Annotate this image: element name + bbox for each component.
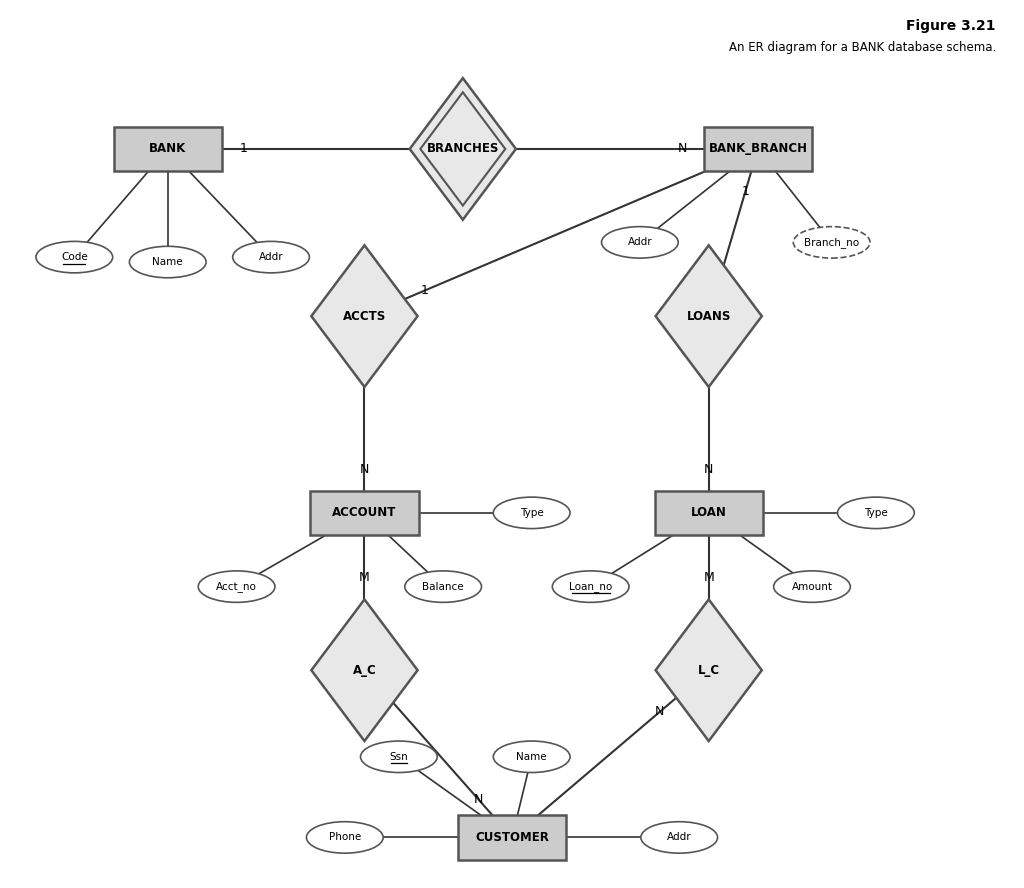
Ellipse shape: [494, 741, 570, 773]
Text: Branch_no: Branch_no: [804, 237, 859, 248]
Text: N: N: [678, 142, 687, 155]
Text: Ssn: Ssn: [389, 752, 409, 762]
FancyBboxPatch shape: [310, 491, 419, 535]
Ellipse shape: [774, 571, 850, 602]
Text: Addr: Addr: [259, 252, 284, 262]
Text: 1: 1: [741, 186, 750, 198]
Ellipse shape: [838, 497, 914, 528]
Ellipse shape: [360, 741, 437, 773]
Text: BANK: BANK: [150, 142, 186, 155]
Ellipse shape: [232, 242, 309, 273]
FancyBboxPatch shape: [654, 491, 763, 535]
Ellipse shape: [199, 571, 275, 602]
Text: N: N: [705, 463, 714, 476]
Text: Addr: Addr: [667, 832, 691, 843]
Text: ACCTS: ACCTS: [343, 310, 386, 322]
Ellipse shape: [641, 821, 718, 853]
Ellipse shape: [306, 821, 383, 853]
FancyBboxPatch shape: [458, 815, 566, 860]
Ellipse shape: [404, 571, 481, 602]
Text: Amount: Amount: [792, 582, 833, 591]
Text: Type: Type: [520, 508, 544, 518]
FancyBboxPatch shape: [114, 127, 222, 171]
Polygon shape: [655, 599, 762, 741]
Text: A_C: A_C: [352, 663, 377, 677]
Polygon shape: [311, 245, 418, 387]
Text: N: N: [655, 705, 665, 718]
Text: 1: 1: [240, 142, 248, 155]
Text: ACCOUNT: ACCOUNT: [332, 506, 396, 519]
Text: M: M: [703, 571, 714, 584]
Text: Addr: Addr: [628, 237, 652, 248]
Text: Balance: Balance: [422, 582, 464, 591]
Ellipse shape: [129, 246, 206, 278]
Text: Type: Type: [864, 508, 888, 518]
Text: LOAN: LOAN: [691, 506, 727, 519]
Text: 1: 1: [421, 284, 429, 297]
Text: L_C: L_C: [697, 663, 720, 677]
Polygon shape: [655, 245, 762, 387]
Ellipse shape: [36, 242, 113, 273]
Text: CUSTOMER: CUSTOMER: [475, 831, 549, 844]
Ellipse shape: [494, 497, 570, 528]
Text: BANK_BRANCH: BANK_BRANCH: [709, 142, 807, 155]
Ellipse shape: [601, 226, 678, 258]
Text: Acct_no: Acct_no: [216, 581, 257, 592]
Text: An ER diagram for a BANK database schema.: An ER diagram for a BANK database schema…: [729, 41, 996, 54]
Text: M: M: [359, 571, 370, 584]
Text: Name: Name: [516, 752, 547, 762]
Text: Figure 3.21: Figure 3.21: [906, 20, 996, 33]
Polygon shape: [311, 599, 418, 741]
Ellipse shape: [794, 226, 870, 258]
Polygon shape: [410, 78, 516, 219]
Text: Phone: Phone: [329, 832, 360, 843]
Text: LOANS: LOANS: [686, 310, 731, 322]
Text: N: N: [359, 463, 369, 476]
Text: N: N: [473, 793, 483, 805]
Ellipse shape: [552, 571, 629, 602]
Text: BRANCHES: BRANCHES: [427, 142, 499, 155]
Text: Loan_no: Loan_no: [569, 581, 612, 592]
FancyBboxPatch shape: [703, 127, 812, 171]
Text: Name: Name: [153, 257, 183, 267]
Text: Code: Code: [61, 252, 88, 262]
